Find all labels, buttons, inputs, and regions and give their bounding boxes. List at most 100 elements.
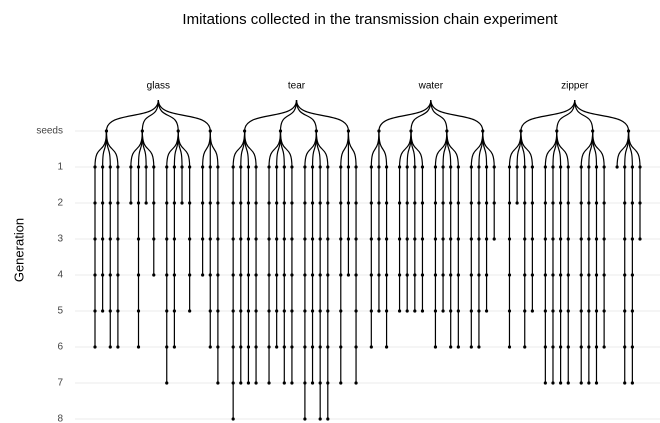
- imitation-node: [566, 201, 570, 205]
- seed-branch: [105, 99, 159, 132]
- imitation-node: [397, 273, 402, 277]
- imitation-node: [216, 273, 220, 277]
- imitation-node: [492, 165, 496, 169]
- imitation-node: [282, 381, 286, 385]
- imitation-node: [630, 381, 634, 385]
- imitation-node: [239, 237, 243, 241]
- imitation-node: [354, 165, 358, 169]
- y-tick-label: 1: [57, 162, 63, 173]
- imitation-node: [492, 201, 496, 205]
- seed-branch: [157, 99, 179, 132]
- imitation-node: [492, 237, 496, 241]
- imitation-node: [477, 345, 481, 349]
- imitation-node: [602, 165, 606, 169]
- imitation-node: [449, 237, 453, 241]
- imitation-node: [231, 273, 235, 277]
- imitation-node: [101, 309, 105, 313]
- imitation-node: [507, 273, 512, 277]
- imitation-node: [397, 165, 402, 169]
- imitation-node: [602, 273, 606, 277]
- imitation-node: [377, 165, 381, 169]
- imitation-node: [303, 309, 307, 313]
- imitation-node: [290, 201, 294, 205]
- imitation-node: [201, 237, 205, 241]
- branch: [244, 130, 257, 168]
- imitation-node: [303, 165, 307, 169]
- imitation-node: [180, 165, 184, 169]
- imitation-node: [246, 381, 251, 385]
- branch: [279, 130, 293, 168]
- imitation-node: [433, 345, 438, 349]
- imitation-node: [579, 201, 583, 205]
- imitation-node: [377, 201, 381, 205]
- imitation-node: [116, 273, 120, 277]
- branch: [137, 130, 143, 168]
- imitation-node: [129, 201, 133, 205]
- imitation-node: [108, 273, 112, 277]
- imitation-node: [93, 201, 97, 205]
- imitation-node: [515, 201, 519, 205]
- imitation-node: [477, 165, 481, 169]
- imitation-node: [523, 345, 527, 349]
- imitation-node: [377, 309, 381, 313]
- imitation-node: [216, 345, 220, 349]
- imitation-node: [530, 165, 534, 169]
- imitation-node: [579, 273, 583, 277]
- y-tick-label: seeds: [36, 126, 63, 137]
- imitation-node: [93, 273, 97, 277]
- imitation-node: [523, 273, 527, 277]
- seed-node: [409, 129, 413, 133]
- imitation-node: [93, 237, 97, 241]
- group-label: water: [418, 81, 444, 92]
- imitation-node: [354, 273, 358, 277]
- imitation-node: [456, 201, 460, 205]
- imitation-node: [579, 165, 583, 169]
- seed-node: [243, 129, 247, 133]
- imitation-node: [208, 309, 212, 313]
- imitation-node: [369, 165, 373, 169]
- imitation-node: [216, 165, 220, 169]
- imitation-node: [623, 165, 627, 169]
- imitation-node: [116, 345, 120, 349]
- seed-node: [346, 129, 351, 133]
- branch: [442, 130, 448, 168]
- imitation-node: [93, 165, 97, 169]
- imitation-node: [484, 201, 489, 205]
- imitation-node: [623, 309, 627, 313]
- imitation-node: [630, 237, 634, 241]
- imitation-node: [246, 201, 251, 205]
- imitation-node: [254, 345, 258, 349]
- imitation-node: [559, 273, 563, 277]
- imitation-node: [339, 273, 343, 277]
- imitation-node: [369, 309, 373, 313]
- imitation-node: [239, 309, 243, 313]
- seed-node: [591, 129, 595, 133]
- branch: [482, 130, 495, 168]
- y-tick-label: 8: [57, 414, 63, 423]
- imitation-node: [515, 165, 519, 169]
- imitation-node: [413, 273, 417, 277]
- imitation-node: [587, 345, 591, 349]
- imitation-node: [282, 345, 286, 349]
- imitation-node: [630, 273, 634, 277]
- imitation-node: [254, 237, 258, 241]
- imitation-node: [484, 237, 489, 241]
- imitation-node: [449, 201, 453, 205]
- imitation-node: [239, 381, 243, 385]
- imitation-node: [231, 345, 235, 349]
- imitation-node: [384, 201, 389, 205]
- imitation-node: [208, 345, 212, 349]
- imitation-node: [310, 381, 315, 385]
- branch: [209, 130, 219, 168]
- imitation-node: [339, 237, 343, 241]
- imitation-node: [93, 309, 97, 313]
- seed-branch: [378, 99, 432, 132]
- imitation-node: [136, 165, 141, 169]
- imitation-node: [346, 273, 351, 277]
- imitation-node: [477, 237, 481, 241]
- imitation-node: [579, 345, 583, 349]
- seed-branch: [157, 99, 211, 132]
- imitation-node: [623, 237, 627, 241]
- imitation-node: [318, 345, 322, 349]
